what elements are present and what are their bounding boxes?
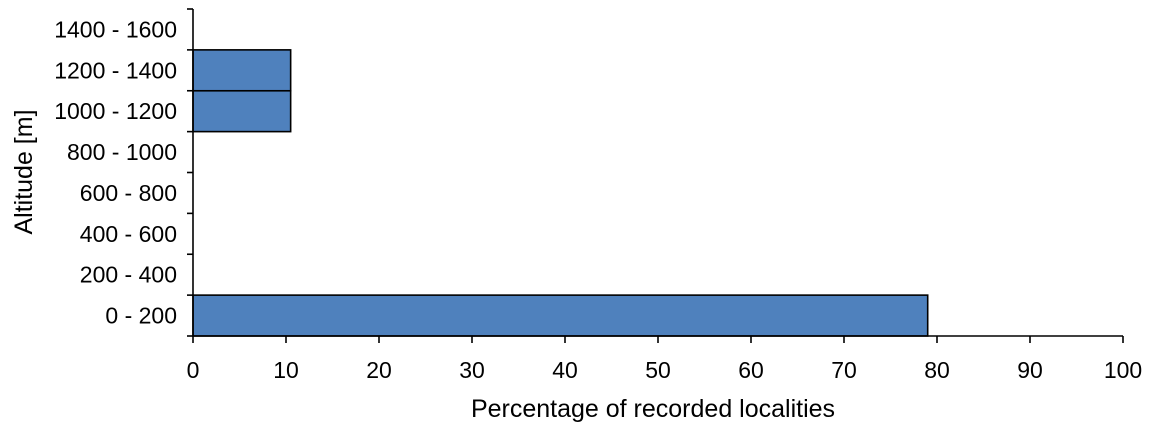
y-tick-label: 1200 - 1400 [54,57,177,83]
y-axis-title: Altitude [m] [10,109,38,234]
x-tick-label: 90 [1017,357,1043,383]
axes-layer [187,8,1124,343]
x-tick-label: 80 [924,357,950,383]
y-tick-label: 400 - 600 [80,221,177,247]
y-tick-label: 200 - 400 [80,262,177,288]
bar-1000-1200 [192,89,292,133]
x-tick-label: 50 [645,357,671,383]
x-tick-label: 100 [1104,357,1142,383]
y-tick-label: 800 - 1000 [67,139,177,165]
y-tick-label: 600 - 800 [80,180,177,206]
x-tick-label: 60 [738,357,764,383]
x-tick-label: 10 [273,357,299,383]
x-tick-label: 20 [366,357,392,383]
bar-1200-1400 [192,49,292,92]
y-tick-label: 0 - 200 [105,303,177,329]
y-tick-label: 1400 - 1600 [54,16,177,42]
y-tick-label: 1000 - 1200 [54,98,177,124]
x-tick-label: 40 [552,357,578,383]
x-tick-label: 0 [187,357,200,383]
x-tick-label: 70 [831,357,857,383]
bars-layer [192,49,929,337]
x-tick-label: 30 [459,357,485,383]
labels-layer: 0 - 200 200 - 400 400 - 600 600 - 800 800 - … [54,16,1142,383]
bar-0-200 [192,294,929,337]
x-axis-title: Percentage of recorded localities [471,395,835,423]
